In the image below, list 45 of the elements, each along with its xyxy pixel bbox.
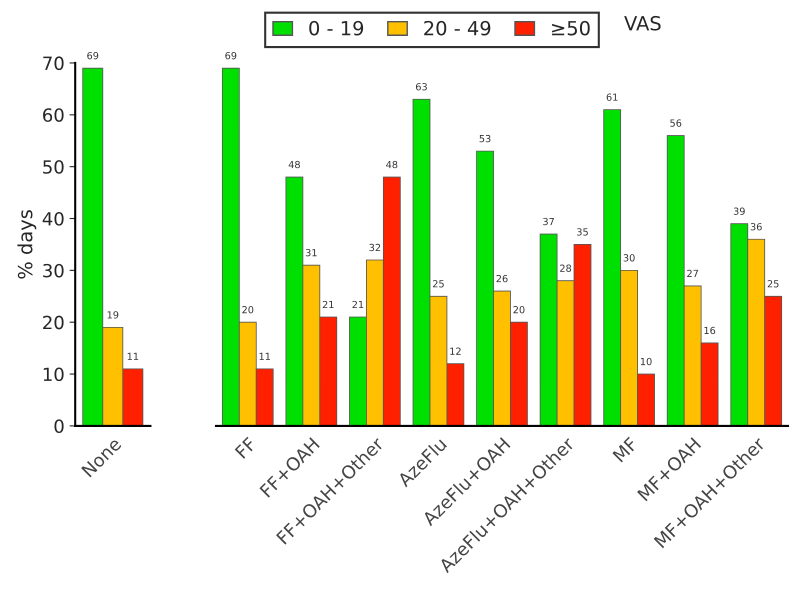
data-label: 31	[306, 248, 317, 256]
data-label: 39	[734, 208, 745, 215]
data-label: 63	[416, 83, 427, 90]
data-label: 37	[543, 218, 554, 226]
x-tick-label: FF	[234, 436, 257, 459]
y-tick-label: 0	[54, 419, 64, 434]
data-label: 32	[369, 244, 380, 252]
data-label: 19	[108, 311, 118, 319]
legend-title: VAS	[624, 16, 661, 31]
x-tick-label: MF	[612, 436, 638, 462]
data-label: 25	[432, 280, 444, 288]
data-label: 36	[750, 223, 762, 230]
data-label: 12	[450, 348, 461, 355]
y-axis-title: % days	[17, 210, 36, 279]
data-label: 10	[640, 358, 652, 366]
data-label: 11	[260, 352, 270, 360]
legend-label: 20 - 49	[424, 20, 490, 36]
data-label: 26	[496, 274, 508, 282]
data-label: 69	[225, 52, 236, 60]
y-tick-label: 10	[44, 368, 64, 382]
data-label: 21	[322, 300, 334, 308]
data-label: 25	[768, 280, 779, 288]
data-label: 20	[513, 306, 524, 314]
data-label: 11	[128, 352, 138, 360]
data-label: 48	[386, 160, 398, 168]
data-label: 16	[704, 326, 716, 334]
y-tick-label: 70	[43, 56, 64, 70]
data-label: 35	[577, 228, 588, 236]
data-label: 20	[242, 306, 254, 314]
data-label: 28	[560, 264, 572, 272]
y-tick-label: 30	[43, 264, 64, 278]
data-label: 69	[87, 52, 98, 60]
data-label: 48	[288, 160, 300, 168]
legend-label: 0 - 19	[309, 20, 364, 36]
y-tick-label: 50	[43, 160, 64, 174]
data-label: 30	[624, 254, 635, 262]
y-tick-label: 60	[43, 108, 64, 122]
y-tick-label: 40	[42, 212, 64, 226]
legend-label: ≥50	[552, 20, 590, 36]
y-tick-label: 20	[43, 316, 64, 330]
data-label: 61	[606, 93, 618, 101]
data-label: 53	[480, 134, 490, 142]
data-label: 56	[670, 119, 682, 127]
data-label: 27	[687, 270, 698, 277]
data-label: 21	[352, 300, 364, 308]
